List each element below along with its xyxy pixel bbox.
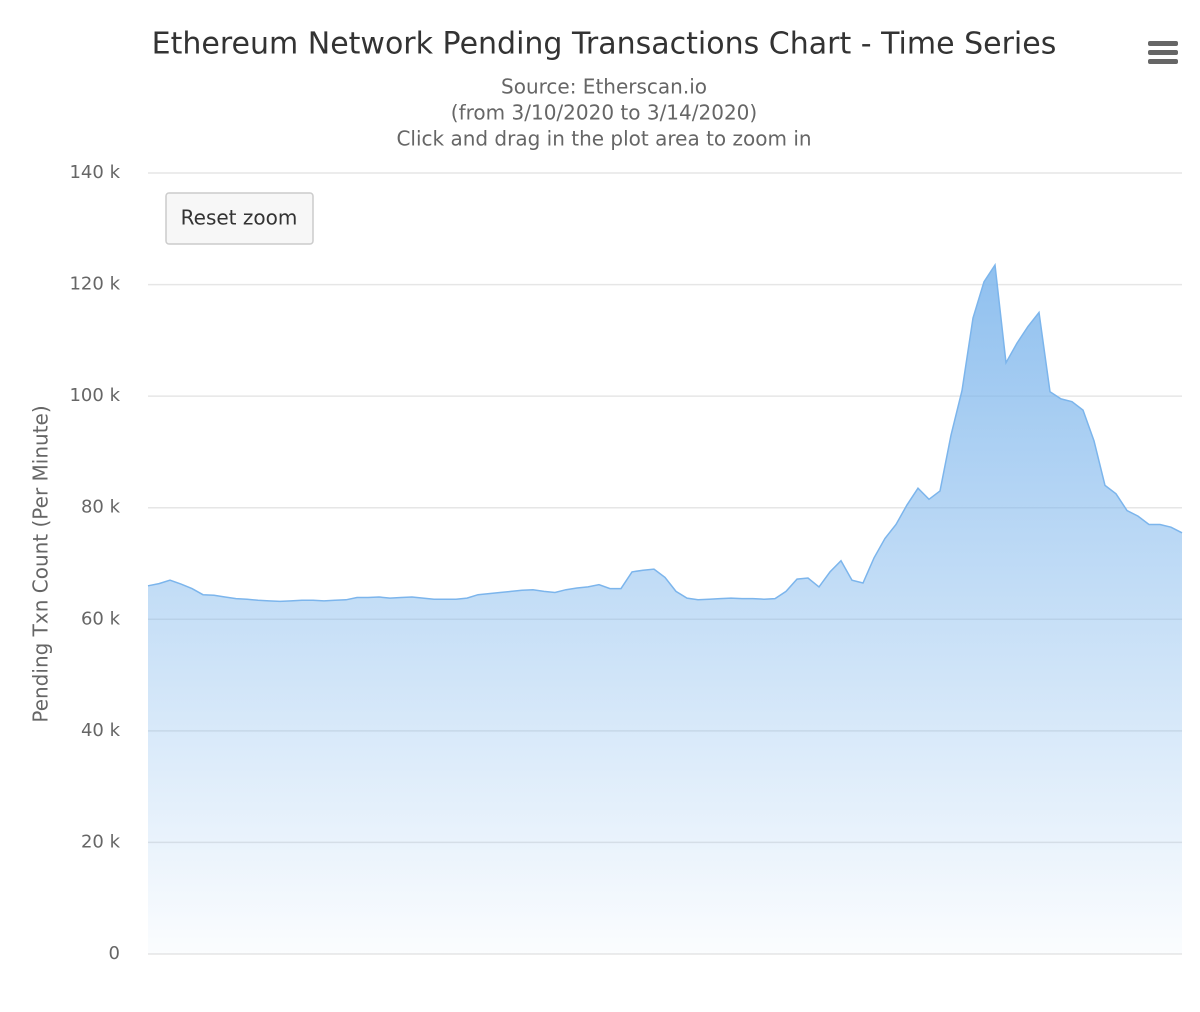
button-label[interactable]: Reset zoom bbox=[181, 206, 298, 230]
menu-bar bbox=[1148, 50, 1178, 55]
menu-bar bbox=[1148, 41, 1178, 46]
y-tick-label: 0 bbox=[109, 943, 120, 964]
y-tick-label: 20 k bbox=[81, 831, 121, 852]
chart-title: Ethereum Network Pending Transactions Ch… bbox=[152, 27, 1057, 62]
area-fill bbox=[148, 265, 1182, 954]
subtitle: Source: Etherscan.io bbox=[501, 75, 707, 99]
y-tick-label: 140 k bbox=[69, 162, 120, 183]
y-tick-label: 40 k bbox=[81, 720, 121, 741]
button-box[interactable] bbox=[165, 192, 314, 245]
y-tick-label: 80 k bbox=[81, 497, 121, 518]
subtitle: (from 3/10/2020 to 3/14/2020) bbox=[451, 101, 757, 125]
y-tick-label: 100 k bbox=[69, 385, 120, 406]
y-tick-label: 120 k bbox=[69, 274, 120, 295]
plot-area: 0 20 k 40 k 60 k 80 k 100 k 120 k 140 k bbox=[69, 162, 1183, 964]
menu-button[interactable] bbox=[1146, 38, 1180, 66]
subtitle: Click and drag in the plot area to zoom … bbox=[396, 127, 811, 151]
y-axis-title: Pending Txn Count (Per Minute) bbox=[29, 405, 53, 722]
reset-zoom-button[interactable]: Reset zoom bbox=[165, 192, 314, 245]
y-tick-label: 60 k bbox=[81, 608, 121, 629]
menu-bar bbox=[1148, 59, 1178, 64]
area-line bbox=[147, 262, 1183, 603]
